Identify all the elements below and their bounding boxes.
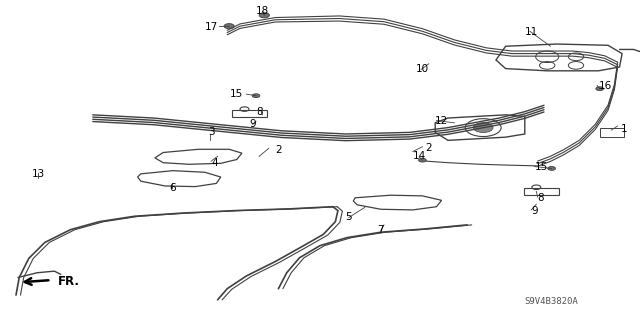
Text: 14: 14: [413, 151, 426, 161]
Circle shape: [474, 123, 493, 132]
Text: S9V4B3820A: S9V4B3820A: [525, 297, 579, 306]
Text: 3: 3: [208, 127, 214, 137]
Text: 4: 4: [211, 158, 218, 168]
Text: 8: 8: [256, 107, 262, 117]
Circle shape: [548, 167, 556, 170]
Bar: [232, 110, 267, 117]
Text: FR.: FR.: [58, 275, 79, 288]
Text: 2: 2: [275, 145, 282, 155]
Text: 9: 9: [250, 119, 256, 130]
Text: 16: 16: [598, 81, 612, 91]
Circle shape: [252, 94, 260, 98]
Text: 2: 2: [426, 143, 432, 153]
Circle shape: [259, 13, 269, 18]
Text: 13: 13: [32, 169, 45, 179]
Text: 17: 17: [204, 22, 218, 32]
Bar: [600, 128, 624, 137]
Text: 9: 9: [531, 205, 538, 216]
Text: 11: 11: [525, 27, 538, 37]
Text: 6: 6: [170, 183, 176, 193]
Text: 15: 15: [230, 89, 243, 99]
Bar: [524, 188, 559, 195]
Text: 1: 1: [621, 124, 627, 134]
Text: 8: 8: [538, 193, 544, 203]
Text: 10: 10: [416, 63, 429, 74]
Text: 18: 18: [256, 6, 269, 16]
Circle shape: [596, 87, 604, 91]
Text: 15: 15: [534, 162, 548, 173]
Circle shape: [224, 24, 234, 29]
Text: 12: 12: [435, 116, 449, 126]
Circle shape: [419, 158, 426, 162]
Text: 5: 5: [346, 212, 352, 222]
Text: 7: 7: [378, 225, 384, 235]
